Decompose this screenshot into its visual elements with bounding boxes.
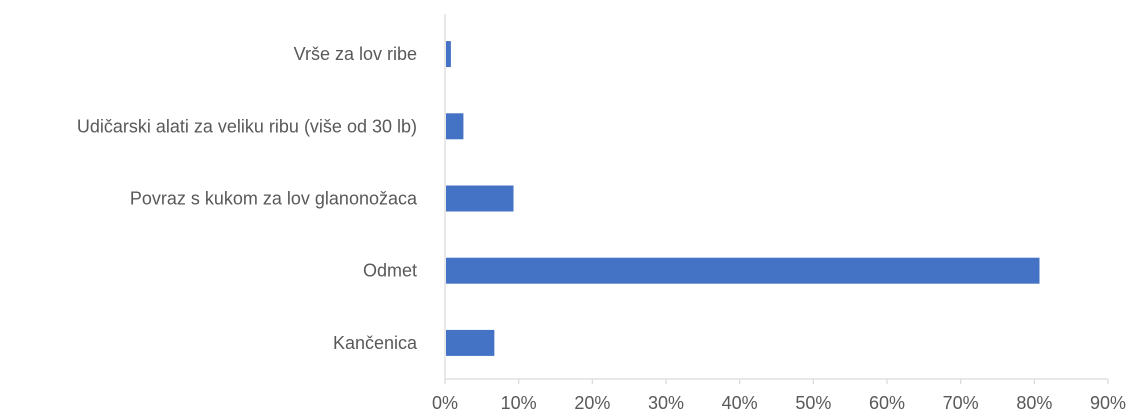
- category-label-0: Vrše za lov ribe: [294, 44, 417, 64]
- tick-labels-group: 0% 10% 20% 30% 40% 50% 60% 70% 80% 90%: [432, 393, 1126, 413]
- x-tick-label-2: 20%: [574, 393, 610, 413]
- category-label-2: Povraz s kukom za lov glanonožaca: [130, 189, 418, 209]
- category-label-1: Udičarski alati za veliku ribu (više od …: [77, 116, 417, 136]
- x-tick-label-0: 0%: [432, 393, 458, 413]
- x-tick-label-9: 90%: [1090, 393, 1126, 413]
- bar-1: [446, 113, 464, 140]
- x-tick-label-4: 40%: [722, 393, 758, 413]
- x-tick-label-5: 50%: [795, 393, 831, 413]
- x-tick-label-7: 70%: [943, 393, 979, 413]
- x-tick-label-8: 80%: [1016, 393, 1052, 413]
- category-labels-group: Vrše za lov ribe Udičarski alati za velik…: [77, 44, 418, 353]
- x-tick-label-1: 10%: [501, 393, 537, 413]
- category-label-4: Kančenica: [333, 333, 418, 353]
- x-tick-label-3: 30%: [648, 393, 684, 413]
- bar-0: [446, 41, 451, 68]
- bar-2: [446, 185, 514, 212]
- bar-3: [446, 257, 1040, 284]
- x-tick-label-6: 60%: [869, 393, 905, 413]
- bar-4: [446, 329, 495, 356]
- bars-group: [446, 41, 1040, 356]
- axes-group: [444, 14, 1109, 384]
- category-label-3: Odmet: [363, 261, 417, 281]
